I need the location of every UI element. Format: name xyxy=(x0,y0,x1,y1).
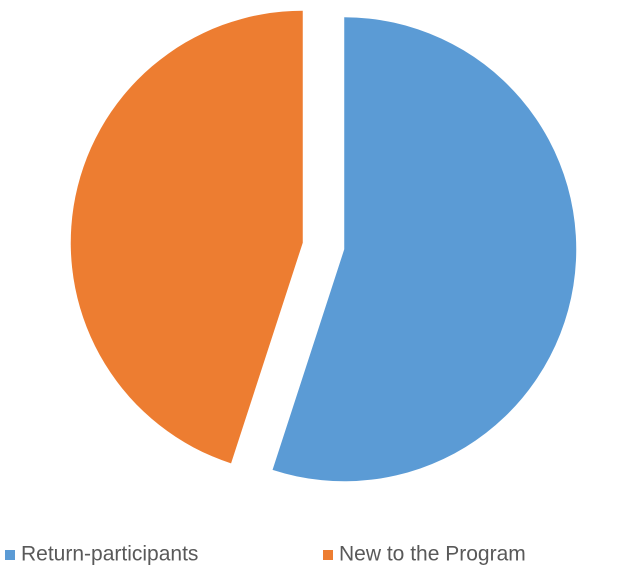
legend-swatch xyxy=(5,550,15,560)
legend-label: Return-participants xyxy=(21,543,198,566)
pie-slice xyxy=(70,10,303,464)
legend-label: New to the Program xyxy=(339,543,526,566)
pie-slice xyxy=(272,17,577,482)
pie xyxy=(70,10,577,482)
legend: Return-participants New to the Program xyxy=(5,543,526,566)
legend-swatch xyxy=(323,550,333,560)
